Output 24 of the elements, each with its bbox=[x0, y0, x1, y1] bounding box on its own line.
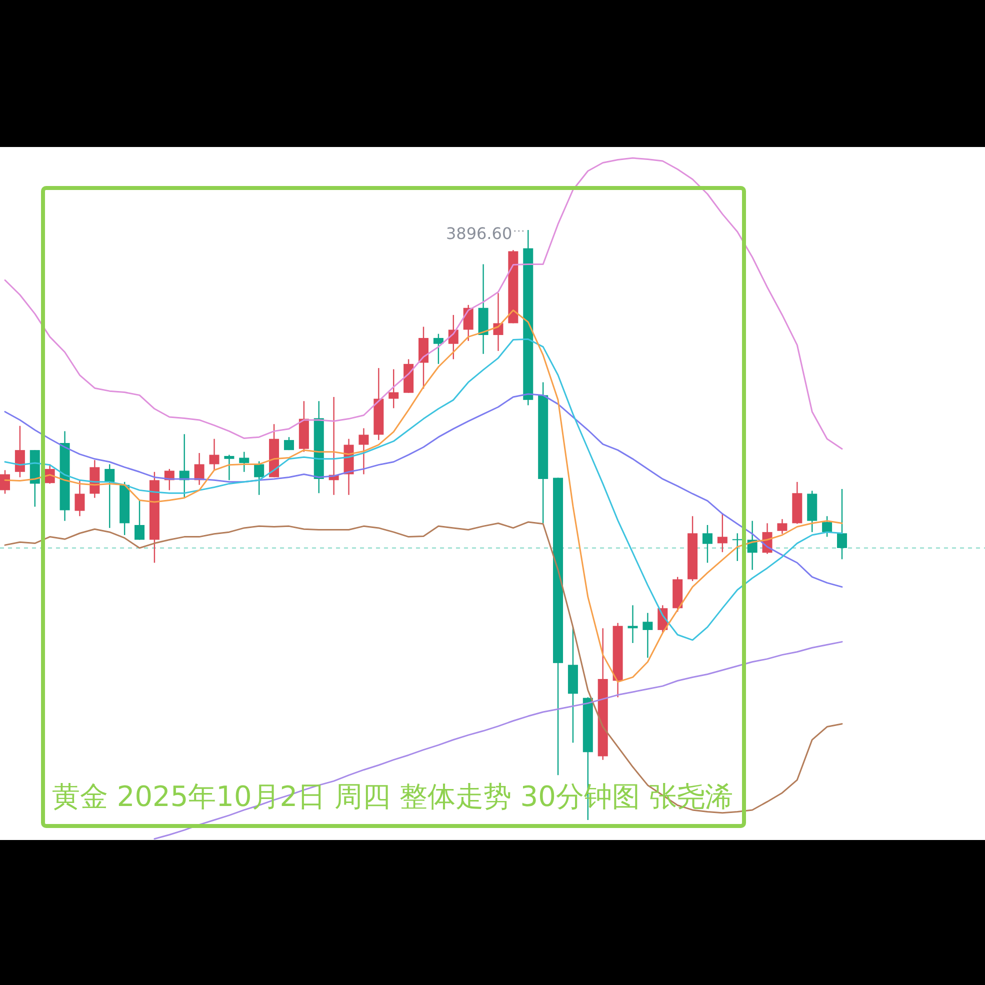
candlestick bbox=[74, 480, 85, 517]
candlestick bbox=[732, 532, 742, 562]
candlestick bbox=[628, 604, 638, 644]
candlestick bbox=[239, 451, 250, 472]
candlestick bbox=[104, 464, 115, 529]
candlestick bbox=[717, 513, 728, 553]
candlestick bbox=[134, 500, 145, 540]
candlestick bbox=[702, 524, 712, 564]
candlestick bbox=[448, 314, 458, 360]
annotation: 3896.60 bbox=[446, 224, 512, 243]
candlestick bbox=[358, 428, 369, 475]
candlestick bbox=[642, 612, 653, 658]
candlestick bbox=[0, 470, 10, 494]
candlestick bbox=[388, 368, 399, 409]
candlestick bbox=[837, 488, 847, 560]
candlestick bbox=[14, 425, 25, 478]
candlestick bbox=[822, 516, 832, 538]
candlestick bbox=[224, 454, 234, 481]
candlestick bbox=[433, 333, 444, 365]
candlestick bbox=[194, 452, 204, 486]
candlestick bbox=[284, 436, 294, 451]
candlestick bbox=[777, 518, 788, 534]
candlestick bbox=[209, 438, 220, 471]
candlestick bbox=[254, 460, 264, 496]
